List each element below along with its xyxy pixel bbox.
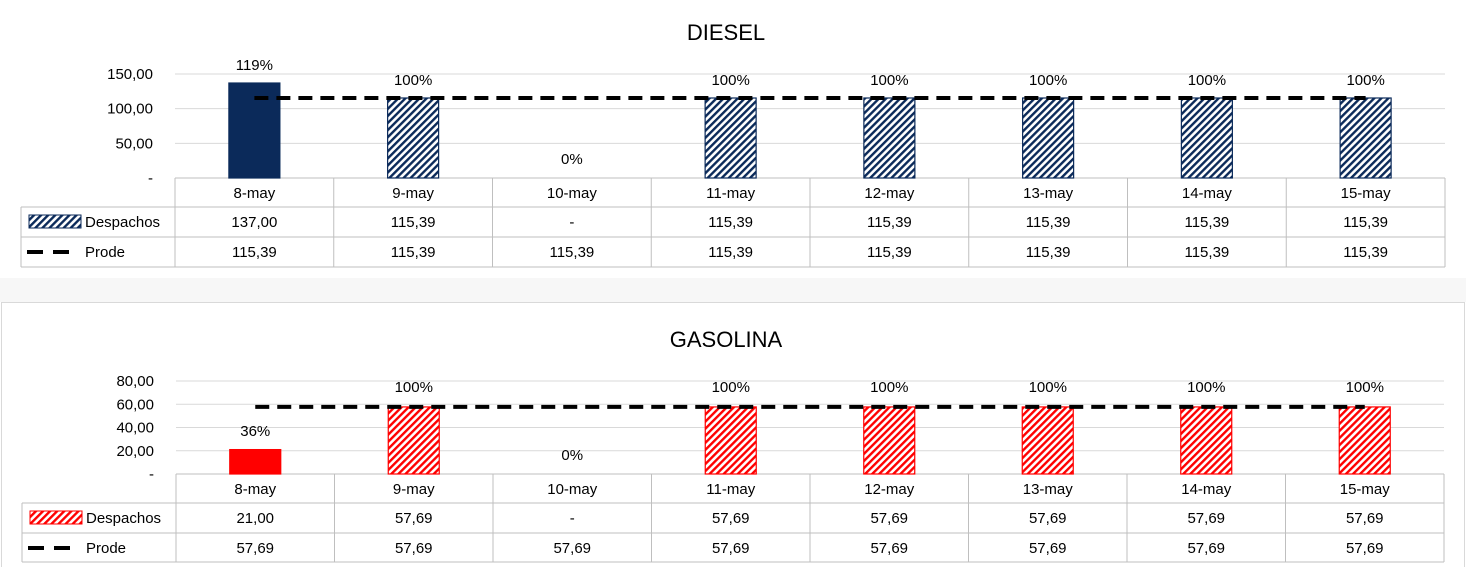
- table-value-despachos: 57,69: [395, 510, 433, 527]
- bar: [1339, 97, 1392, 179]
- bar: [1021, 406, 1074, 475]
- bar: [387, 97, 440, 179]
- gasolina-chart: GASOLINA - 20,00 40,00 60,00 80,00 36% 100% 0% 10…: [21, 327, 1445, 563]
- table-value-prode: 57,69: [1346, 540, 1384, 557]
- x-tick-label: 9-may: [392, 185, 434, 202]
- chart-title: DIESEL: [687, 20, 765, 45]
- table-value-prode: 115,39: [391, 244, 436, 261]
- bar: [387, 406, 440, 475]
- y-tick-label: 80,00: [116, 373, 154, 390]
- data-label: 100%: [1346, 72, 1384, 89]
- diesel-chart: DIESEL - 50,00 100,00 150,00 119% 100% 0% 100% 10…: [20, 20, 1446, 268]
- table-value-prode: 57,69: [236, 540, 274, 557]
- table-value-despachos: 57,69: [870, 510, 908, 527]
- bar: [704, 97, 757, 179]
- x-tick-label: 15-may: [1340, 481, 1391, 498]
- bar: [863, 97, 916, 179]
- table-value-prode: 115,39: [1184, 244, 1229, 261]
- x-tick-label: 8-may: [234, 185, 276, 202]
- data-label: 0%: [561, 151, 583, 168]
- table-value-despachos: 57,69: [1346, 510, 1384, 527]
- x-tick-label: 13-may: [1023, 185, 1074, 202]
- table-value-despachos: 57,69: [712, 510, 750, 527]
- y-tick-label: 50,00: [115, 135, 153, 152]
- table-value-prode: 115,39: [708, 244, 753, 261]
- data-label: 36%: [240, 423, 270, 440]
- x-tick-label: 9-may: [393, 481, 435, 498]
- panel-divider: [0, 278, 1466, 302]
- legend-swatch-despachos: [28, 214, 82, 229]
- bar: [1180, 406, 1233, 475]
- table-value-despachos: 115,39: [1184, 214, 1229, 231]
- table-value-prode: 115,39: [232, 244, 277, 261]
- x-tick-label: 15-may: [1341, 185, 1392, 202]
- data-label: 100%: [1029, 72, 1067, 89]
- data-label: 100%: [711, 72, 749, 89]
- x-tick-label: 14-may: [1182, 185, 1233, 202]
- bar: [1180, 97, 1233, 179]
- table-value-despachos: 57,69: [1187, 510, 1225, 527]
- x-tick-label: 10-may: [547, 185, 598, 202]
- table-value-prode: 57,69: [395, 540, 433, 557]
- table-value-despachos: 115,39: [708, 214, 753, 231]
- data-label: 100%: [1188, 72, 1226, 89]
- table-value-despachos: -: [570, 510, 575, 527]
- data-label: 100%: [870, 379, 908, 396]
- legend-label-prode: Prode: [86, 540, 126, 557]
- data-label: 100%: [1187, 379, 1225, 396]
- bar: [704, 406, 757, 475]
- bar: [1022, 97, 1075, 179]
- data-label: 100%: [395, 379, 433, 396]
- data-label: 100%: [1029, 379, 1067, 396]
- table-value-prode: 57,69: [1187, 540, 1225, 557]
- table-value-despachos: 115,39: [1343, 214, 1388, 231]
- x-tick-label: 14-may: [1181, 481, 1232, 498]
- table-value-despachos: 115,39: [391, 214, 436, 231]
- table-value-despachos: 115,39: [1026, 214, 1071, 231]
- x-tick-label: 8-may: [234, 481, 276, 498]
- y-tick-label: -: [149, 466, 154, 483]
- legend-label-prode: Prode: [85, 244, 125, 261]
- x-tick-label: 10-may: [547, 481, 598, 498]
- y-tick-label: 40,00: [116, 420, 154, 437]
- table-value-prode: 115,39: [549, 244, 594, 261]
- legend-swatch-despachos: [29, 510, 83, 525]
- legend-label-despachos: Despachos: [86, 510, 161, 527]
- data-label: 119%: [236, 57, 273, 74]
- table-value-prode: 57,69: [1029, 540, 1067, 557]
- table-value-prode: 115,39: [1026, 244, 1071, 261]
- bar: [863, 406, 916, 475]
- data-label: 100%: [1346, 379, 1384, 396]
- table-value-despachos: 21,00: [236, 510, 274, 527]
- diesel-chart-panel: DIESEL - 50,00 100,00 150,00 119% 100% 0% 100% 10…: [0, 0, 1466, 278]
- table-value-prode: 115,39: [867, 244, 912, 261]
- table-value-prode: 57,69: [870, 540, 908, 557]
- table-value-despachos: -: [569, 214, 574, 231]
- data-label: 100%: [394, 72, 432, 89]
- y-tick-label: 150,00: [107, 66, 153, 83]
- x-tick-label: 11-may: [706, 185, 755, 202]
- y-tick-label: -: [148, 170, 153, 187]
- y-tick-label: 100,00: [107, 101, 153, 118]
- bar: [229, 448, 282, 475]
- bar: [1338, 406, 1391, 475]
- table-value-despachos: 137,00: [231, 214, 277, 231]
- x-tick-label: 13-may: [1023, 481, 1074, 498]
- gasolina-chart-panel: GASOLINA - 20,00 40,00 60,00 80,00 36% 100% 0% 10…: [1, 302, 1465, 567]
- data-label: 100%: [712, 379, 750, 396]
- data-label: 0%: [561, 447, 583, 464]
- y-tick-label: 20,00: [116, 443, 154, 460]
- table-value-prode: 115,39: [1343, 244, 1388, 261]
- data-label: 100%: [870, 72, 908, 89]
- chart-title: GASOLINA: [670, 327, 783, 352]
- x-tick-label: 11-may: [706, 481, 755, 498]
- legend-label-despachos: Despachos: [85, 214, 160, 231]
- x-tick-label: 12-may: [864, 481, 915, 498]
- y-tick-label: 60,00: [116, 396, 154, 413]
- x-tick-label: 12-may: [864, 185, 915, 202]
- table-value-prode: 57,69: [553, 540, 591, 557]
- table-value-prode: 57,69: [712, 540, 750, 557]
- table-value-despachos: 57,69: [1029, 510, 1067, 527]
- table-value-despachos: 115,39: [867, 214, 912, 231]
